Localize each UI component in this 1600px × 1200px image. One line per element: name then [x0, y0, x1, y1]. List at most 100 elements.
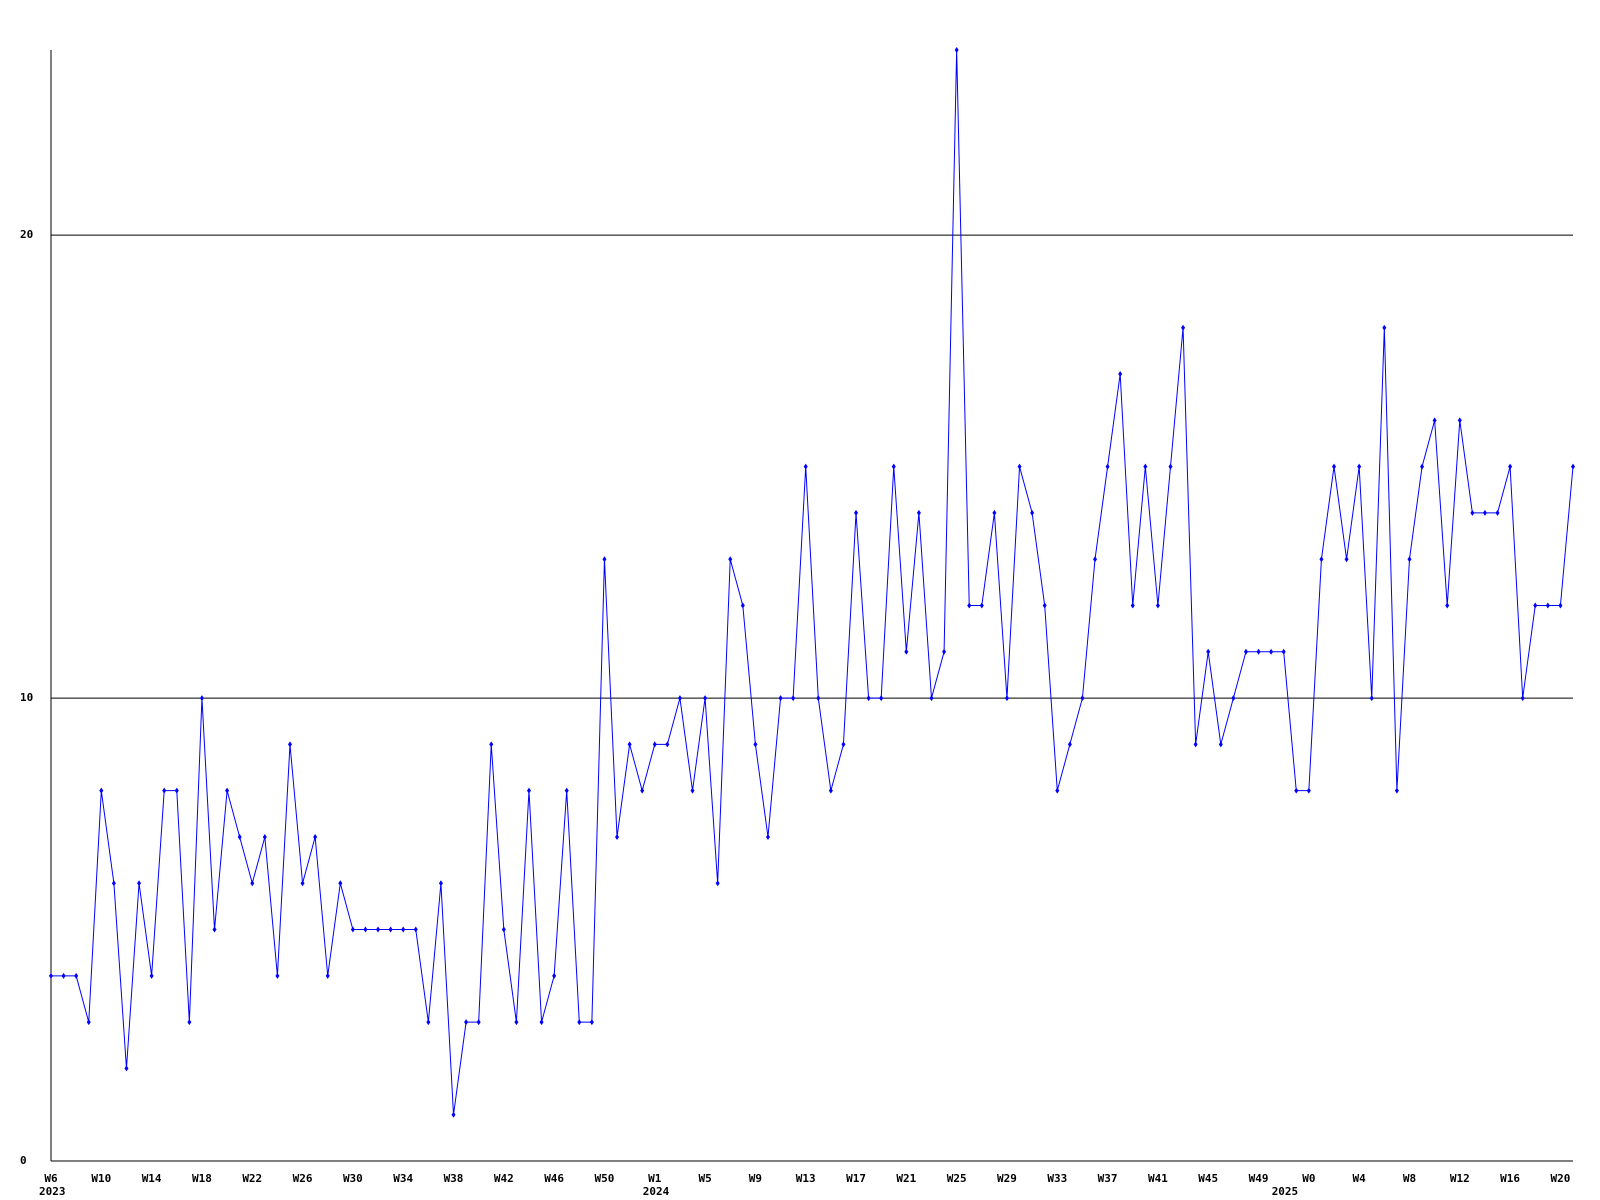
x-tick-label: W29 — [997, 1172, 1017, 1185]
data-point — [589, 1019, 594, 1026]
x-tick-label: W45 — [1198, 1172, 1218, 1185]
data-point — [1545, 602, 1550, 609]
data-point — [363, 926, 368, 933]
y-tick-label: 10 — [20, 691, 33, 704]
data-point — [1168, 463, 1173, 470]
x-tick-label: W49 — [1249, 1172, 1269, 1185]
data-point — [476, 1019, 481, 1026]
data-point — [602, 556, 607, 563]
x-tick-label: W34 — [393, 1172, 413, 1185]
data-point — [652, 741, 657, 748]
data-point — [1004, 695, 1009, 702]
data-point — [1105, 463, 1110, 470]
data-line — [51, 49, 1574, 1115]
data-point — [791, 695, 796, 702]
data-point — [86, 1019, 91, 1026]
data-point — [828, 787, 833, 794]
data-point — [501, 926, 506, 933]
data-point — [162, 787, 167, 794]
x-tick-label: W8 — [1403, 1172, 1416, 1185]
data-point — [866, 695, 871, 702]
data-point — [979, 602, 984, 609]
x-tick-label: W30 — [343, 1172, 363, 1185]
data-point — [74, 972, 79, 979]
x-tick-label: W21 — [896, 1172, 916, 1185]
data-point — [325, 972, 330, 979]
y-tick-label: 20 — [20, 228, 33, 241]
x-tick-label: W10 — [91, 1172, 111, 1185]
data-point — [300, 880, 305, 887]
x-tick-label: W17 — [846, 1172, 866, 1185]
data-point — [1306, 787, 1311, 794]
x-tick-label: W9 — [749, 1172, 762, 1185]
data-point — [916, 509, 921, 516]
data-point — [49, 972, 53, 979]
x-tick-label: W41 — [1148, 1172, 1168, 1185]
data-point — [464, 1019, 469, 1026]
data-point — [1118, 371, 1123, 378]
data-point — [1181, 324, 1186, 331]
x-tick-label: W38 — [444, 1172, 464, 1185]
x-tick-label: W25 — [947, 1172, 967, 1185]
x-tick-label: W42 — [494, 1172, 514, 1185]
data-point — [199, 695, 204, 702]
data-point — [1470, 509, 1475, 516]
data-point — [438, 880, 443, 887]
data-point — [376, 926, 381, 933]
data-point — [99, 787, 104, 794]
data-point — [212, 926, 217, 933]
data-point — [1344, 556, 1349, 563]
data-point — [891, 463, 896, 470]
x-tick-label: W46 — [544, 1172, 564, 1185]
data-point — [1420, 463, 1425, 470]
data-point — [1243, 648, 1248, 655]
data-point — [1332, 463, 1337, 470]
x-tick-label: W20 — [1550, 1172, 1570, 1185]
data-point — [929, 695, 934, 702]
x-tick-label: W1 — [648, 1172, 662, 1185]
data-point — [740, 602, 745, 609]
data-point — [1571, 463, 1575, 470]
x-tick-label: W6 — [44, 1172, 58, 1185]
data-point — [187, 1019, 192, 1026]
data-point — [1520, 695, 1525, 702]
data-point — [665, 741, 670, 748]
data-point — [942, 648, 947, 655]
x-tick-label: W4 — [1353, 1172, 1367, 1185]
data-point — [854, 509, 859, 516]
data-point — [803, 463, 808, 470]
data-point — [262, 833, 267, 840]
data-point — [1357, 463, 1362, 470]
data-point — [1482, 509, 1487, 516]
data-point — [1206, 648, 1211, 655]
x-year-label: 2023 — [39, 1185, 66, 1198]
data-point — [778, 695, 783, 702]
x-tick-label: W13 — [796, 1172, 816, 1185]
x-tick-label: W18 — [192, 1172, 212, 1185]
x-tick-label: W16 — [1500, 1172, 1520, 1185]
data-point — [1281, 648, 1286, 655]
data-point — [1432, 417, 1437, 424]
data-point — [401, 926, 406, 933]
data-point — [1382, 324, 1387, 331]
data-point — [1394, 787, 1399, 794]
x-year-label: 2025 — [1272, 1185, 1299, 1198]
data-point — [111, 880, 116, 887]
data-point — [1533, 602, 1538, 609]
x-tick-label: W12 — [1450, 1172, 1470, 1185]
x-tick-label: W0 — [1302, 1172, 1315, 1185]
data-point — [225, 787, 230, 794]
data-point — [350, 926, 355, 933]
data-point — [388, 926, 393, 933]
data-point — [287, 741, 292, 748]
x-tick-label: W37 — [1098, 1172, 1118, 1185]
data-point — [1130, 602, 1135, 609]
data-point — [765, 833, 770, 840]
x-year-label: 2024 — [643, 1185, 670, 1198]
data-point — [174, 787, 179, 794]
data-point — [577, 1019, 582, 1026]
data-point — [552, 972, 557, 979]
data-point — [451, 1111, 456, 1118]
x-tick-label: W33 — [1047, 1172, 1067, 1185]
data-point — [1558, 602, 1563, 609]
